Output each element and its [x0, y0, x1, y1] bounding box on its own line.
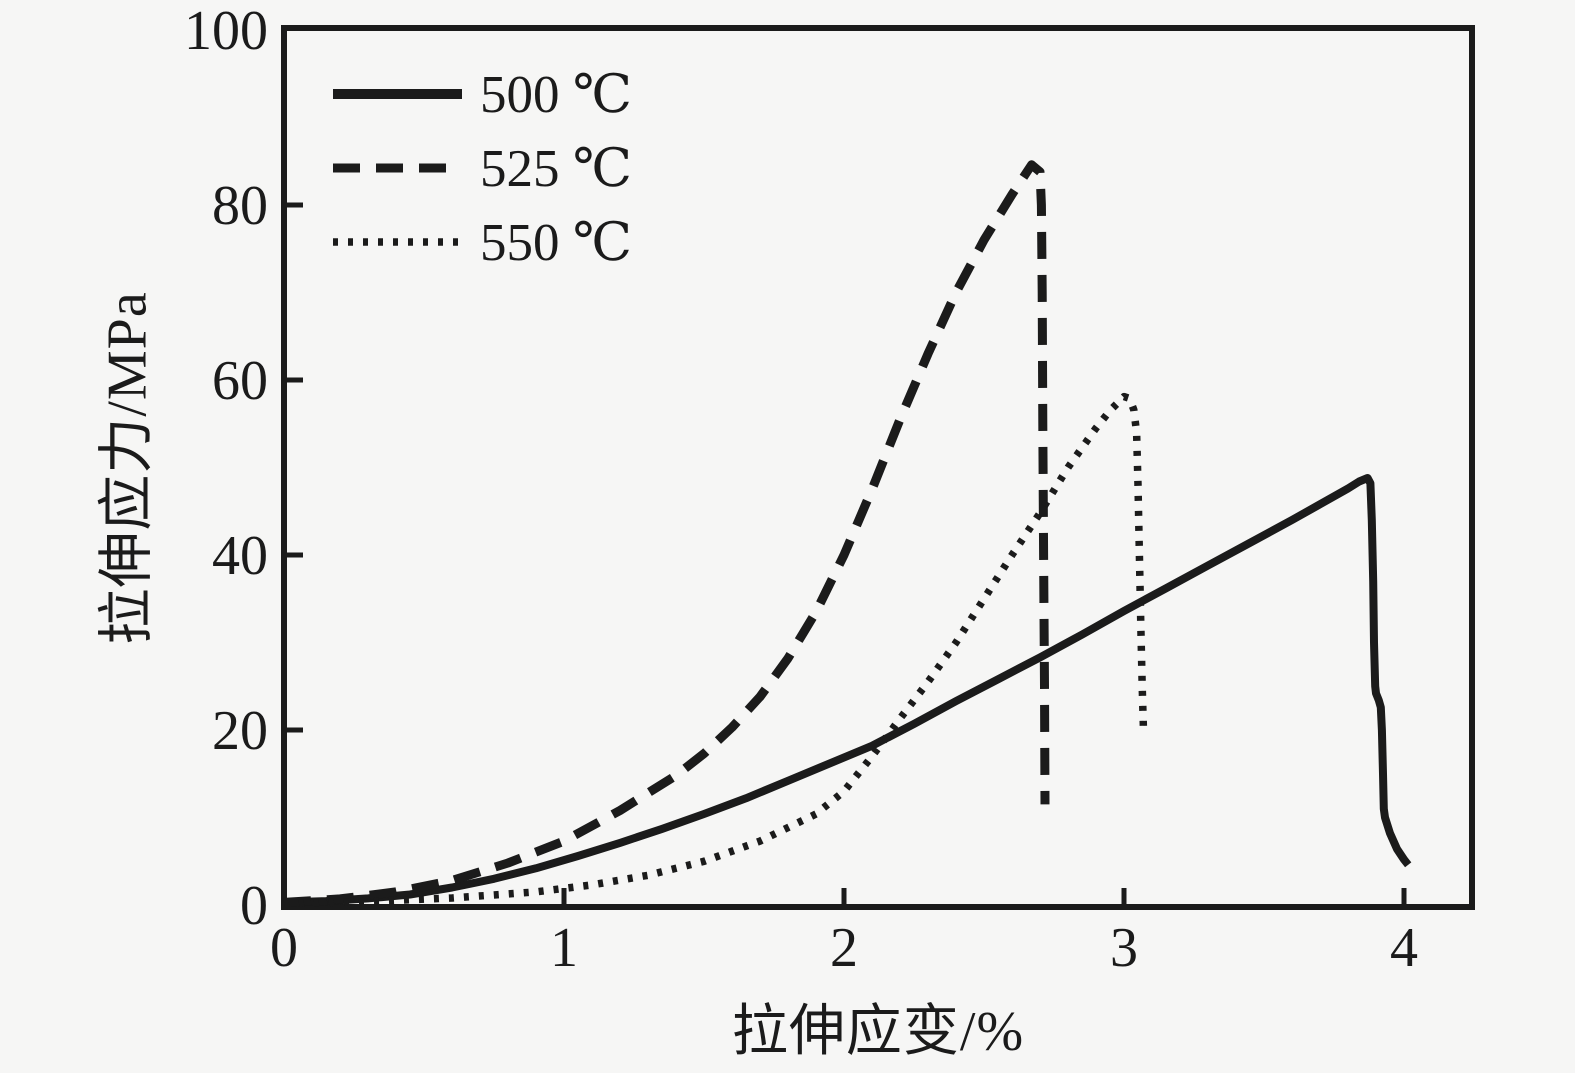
x-tick-label: 0	[270, 917, 298, 979]
x-axis-title: 拉伸应变/%	[731, 1001, 1025, 1063]
y-tick-label: 60	[212, 350, 268, 412]
legend-label-1: 525 ℃	[480, 140, 632, 198]
plot-border	[281, 25, 1475, 910]
x-tick-label: 1	[550, 917, 578, 979]
y-tick-label: 100	[184, 0, 268, 62]
y-tick-label: 0	[240, 875, 268, 937]
y-tick-label: 20	[212, 700, 268, 762]
legend-label-0: 500 ℃	[480, 66, 632, 124]
series-line-2-dotted	[283, 392, 1148, 908]
legend-label-2: 550 ℃	[480, 214, 632, 272]
series-line-0-solid	[283, 474, 1412, 907]
y-axis-title: 拉伸应力/MPa	[96, 291, 159, 645]
series-line-1-dashed	[283, 160, 1050, 907]
x-tick-label: 3	[1110, 917, 1138, 979]
y-tick-label: 80	[212, 175, 268, 237]
x-tick-label: 4	[1390, 917, 1418, 979]
x-tick-label: 2	[830, 917, 858, 979]
y-tick-label: 40	[212, 525, 268, 587]
